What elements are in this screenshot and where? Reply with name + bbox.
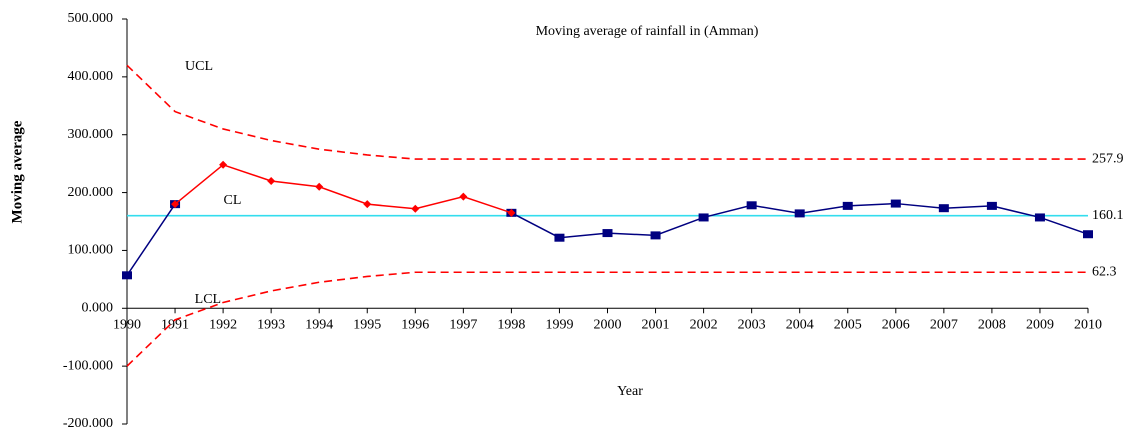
x-tick-label: 1998 <box>497 318 525 333</box>
x-tick-label: 2006 <box>882 318 910 333</box>
marker <box>938 204 949 213</box>
control-value-label: 257.9 <box>1092 151 1124 166</box>
marker <box>890 199 901 208</box>
marker <box>459 192 468 201</box>
marker <box>267 177 276 185</box>
x-tick-label: 1994 <box>305 318 333 333</box>
marker <box>746 201 757 210</box>
control-name-label: CL <box>223 193 241 208</box>
marker <box>1034 213 1045 222</box>
x-tick-label: 2003 <box>738 318 766 333</box>
y-tick-label: 300.000 <box>68 127 114 142</box>
x-tick-label: 1995 <box>353 318 381 333</box>
control-value-label: 160.1 <box>1092 208 1124 223</box>
marker <box>363 200 372 209</box>
marker <box>1083 230 1093 239</box>
y-tick-label: 100.000 <box>68 243 114 258</box>
marker <box>554 233 565 242</box>
control-line <box>126 271 1088 367</box>
chart-title: Moving average of rainfall in (Amman) <box>536 24 759 39</box>
marker <box>986 201 997 210</box>
y-tick-label: -100.000 <box>63 358 113 373</box>
y-tick-label: 200.000 <box>68 185 114 200</box>
control-name-label: UCL <box>185 59 213 74</box>
x-tick-label: 2007 <box>930 318 958 333</box>
y-tick-label: 0.000 <box>82 301 114 316</box>
control-name-label: LCL <box>195 292 221 307</box>
marker <box>219 160 228 169</box>
marker <box>411 204 420 213</box>
control-line <box>126 64 1088 160</box>
control-value-label: 62.3 <box>1092 264 1117 279</box>
marker <box>122 271 132 280</box>
x-tick-label: 2000 <box>594 318 622 333</box>
x-tick-label: 1996 <box>401 318 429 333</box>
marker <box>650 231 661 240</box>
marker <box>602 229 613 238</box>
marker <box>794 209 805 218</box>
x-tick-label: 1992 <box>209 318 237 333</box>
x-tick-label: 1999 <box>545 318 573 333</box>
y-tick-label: -200.000 <box>63 416 113 427</box>
marker <box>698 213 709 222</box>
x-tick-label: 1993 <box>257 318 285 333</box>
marker <box>507 208 516 217</box>
x-tick-label: 2010 <box>1074 318 1102 333</box>
marker <box>315 182 324 191</box>
series-line <box>174 163 512 214</box>
x-tick-label: 2001 <box>642 318 670 333</box>
x-axis-label: Year <box>617 384 643 399</box>
x-tick-label: 1997 <box>449 318 477 333</box>
marker <box>842 201 853 210</box>
x-tick-label: 1990 <box>113 318 141 333</box>
y-tick-label: 500.000 <box>68 11 114 26</box>
series-line <box>126 202 1089 276</box>
x-tick-label: 2005 <box>834 318 862 333</box>
x-tick-label: 1991 <box>161 318 189 333</box>
x-tick-label: 2009 <box>1026 318 1054 333</box>
x-tick-label: 2002 <box>690 318 718 333</box>
y-axis-label: Moving average <box>9 120 25 223</box>
marker <box>171 200 180 209</box>
x-tick-label: 2008 <box>978 318 1006 333</box>
x-tick-label: 2004 <box>786 318 814 333</box>
y-tick-label: 400.000 <box>68 69 114 84</box>
